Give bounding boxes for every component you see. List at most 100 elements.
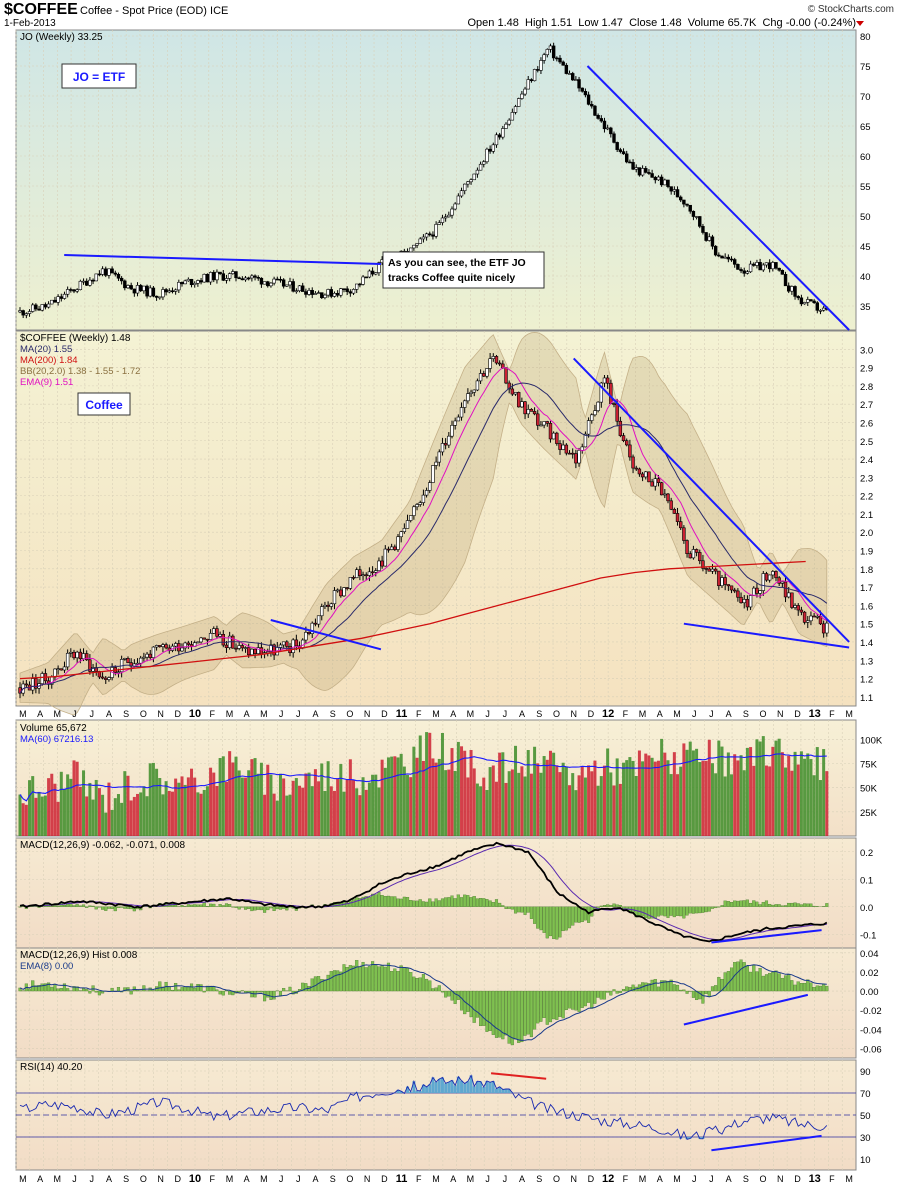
hist-bar (825, 985, 829, 992)
jo-candle (485, 148, 489, 163)
volume-bar (822, 749, 826, 836)
x-tick-label: M (226, 709, 234, 719)
jo-candle (81, 280, 86, 283)
macd-hist-bar (253, 906, 257, 911)
jo-candle (189, 278, 194, 286)
volume-bar (447, 769, 451, 836)
hist-bar (501, 990, 505, 1040)
volume-bar (234, 756, 238, 836)
volume-bar (278, 773, 282, 836)
hist-bar (787, 974, 791, 992)
volume-bar (631, 760, 635, 836)
coffee-candle (799, 609, 804, 613)
jo-candle (510, 112, 515, 121)
volume-bar (682, 743, 686, 836)
macd-hist-bar (749, 902, 753, 907)
x-tick-label: A (313, 1174, 319, 1184)
coffee-candle (418, 502, 422, 505)
coffee-candle (669, 500, 673, 510)
x-tick-label: N (364, 709, 371, 719)
jo-candle (320, 292, 324, 299)
volume-bar (730, 774, 734, 836)
jo-candle (752, 263, 756, 266)
coffee-candle (278, 644, 283, 648)
jo-candle (701, 226, 705, 233)
volume-bar (104, 812, 108, 836)
volume-bar (444, 770, 448, 836)
macd-hist-bar (275, 906, 279, 910)
volume-bar (21, 803, 25, 836)
jo-candle (332, 292, 337, 297)
macd-hist-bar (793, 902, 797, 907)
coffee-candle (342, 587, 346, 597)
jo-candle (590, 104, 594, 107)
coffee-candle (164, 644, 168, 649)
jo-candle (243, 277, 248, 281)
jo-candle (180, 282, 184, 285)
jo-candle (329, 289, 333, 297)
volume-bar (170, 791, 174, 836)
coffee-candle (218, 634, 222, 637)
coffee-candle (104, 677, 108, 680)
y-tick-label: 3.0 (860, 345, 873, 356)
x-tick-label: 10 (189, 708, 201, 720)
hist-bar (167, 986, 171, 992)
jo-trendline (586, 65, 850, 331)
coffee-candle (370, 571, 375, 574)
volume-bar (552, 752, 556, 836)
coffee-candle (717, 570, 721, 587)
x-tick-label: M (673, 1174, 681, 1184)
hist-bar (564, 990, 568, 1011)
y-tick-label: -0.1 (860, 930, 876, 941)
jo-candle (539, 60, 543, 71)
y-tick-label: 2.1 (860, 510, 873, 521)
coffee-candle (69, 651, 73, 654)
macd-hist-bar (479, 898, 483, 907)
jo-candle (596, 115, 600, 119)
x-tick-label: F (209, 1174, 215, 1184)
volume-bar (291, 780, 295, 836)
volume-bar (282, 778, 286, 836)
x-tick-label: 12 (602, 1173, 614, 1185)
macd-hist-bar (494, 899, 499, 907)
x-tick-label: M (226, 1174, 234, 1184)
macd-hist-bar (444, 897, 448, 907)
coffee-candle (173, 643, 178, 647)
volume-bar (326, 761, 330, 836)
volume-bar (301, 787, 305, 836)
macd-hist-bar (209, 903, 213, 907)
hist-bar (513, 990, 518, 1040)
coffee-candle (393, 546, 397, 550)
macd-hist-bar (69, 903, 73, 907)
volume-bar (717, 740, 721, 836)
open-label: Open (467, 17, 495, 29)
jo-candle (272, 278, 276, 284)
jo-candle (281, 279, 286, 287)
coffee-candle (355, 569, 359, 578)
coffee-candle (374, 570, 378, 573)
x-tick-label: J (709, 1174, 714, 1184)
x-tick-label: J (89, 709, 94, 719)
chart-date: 1-Feb-2013 (4, 18, 56, 29)
macd-hist-bar (393, 896, 397, 907)
x-tick-label: A (37, 1174, 43, 1184)
macd-hist-bar (675, 906, 680, 916)
jo-candle (463, 183, 467, 191)
volume-bar (606, 748, 610, 836)
macd-hist-bar (529, 906, 533, 919)
jo-candle (688, 204, 692, 212)
hist-bar (704, 990, 708, 994)
jo-candle (612, 133, 616, 143)
jo-candle (615, 142, 619, 150)
x-tick-label: S (123, 1174, 129, 1184)
hist-bar (552, 990, 556, 1020)
x-tick-label: M (19, 1174, 27, 1184)
macd-hist-bar (618, 905, 622, 907)
coffee-candle (348, 577, 353, 589)
macd-title: MACD(12,26,9) -0.062, -0.071, 0.008 (20, 840, 186, 851)
hist-bar (771, 972, 775, 992)
coffee-candle (456, 416, 461, 422)
jo-candle (517, 98, 521, 107)
jo-candle (679, 196, 683, 201)
coffee-candle (186, 642, 191, 645)
